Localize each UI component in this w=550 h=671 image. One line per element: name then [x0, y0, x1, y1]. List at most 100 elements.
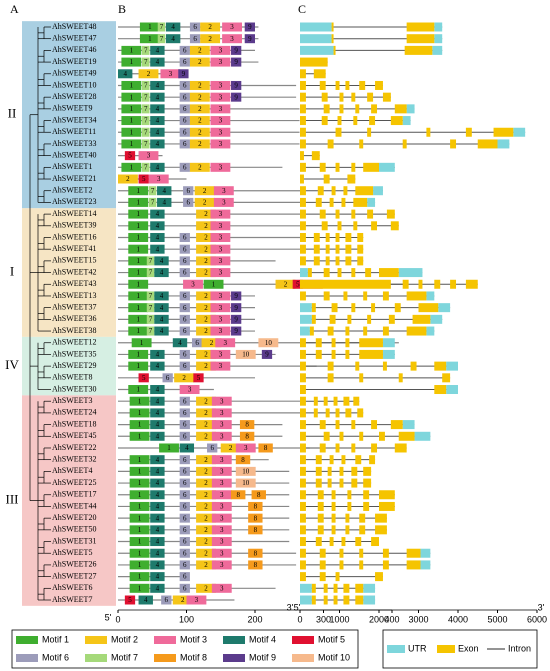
- motif-box: [128, 349, 149, 359]
- legend-label: Motif 10: [318, 652, 350, 662]
- motif-id: 4: [156, 432, 160, 440]
- motif-box: [179, 45, 190, 55]
- tick-label: 400: [384, 614, 399, 624]
- exon: [369, 116, 376, 126]
- motif-id: 4: [160, 304, 164, 312]
- exon: [382, 560, 389, 570]
- motif-id: 3: [220, 467, 224, 475]
- gene-name: AhSWEET19: [52, 57, 96, 66]
- motif-box: [183, 279, 203, 289]
- motif-id: 3: [230, 23, 234, 31]
- motif-id: 2: [204, 304, 208, 312]
- motif-id: 1: [138, 409, 142, 417]
- motif-box: [196, 303, 216, 313]
- motif-id: 2: [204, 257, 208, 265]
- motif-box: [211, 455, 232, 465]
- legend-label: Exon: [458, 643, 479, 653]
- motif-id: 5: [296, 280, 300, 288]
- exon: [300, 385, 306, 395]
- motif-id: 6: [183, 538, 187, 546]
- legend-label: Motif 1: [42, 634, 69, 644]
- motif-box: [196, 314, 216, 324]
- motif-id: 8: [245, 432, 249, 440]
- gene-name: AhSWEET12: [52, 338, 96, 347]
- motif-box: [150, 501, 165, 511]
- exon: [347, 501, 352, 511]
- exon: [355, 537, 362, 547]
- exon: [300, 408, 306, 418]
- motif-box: [129, 548, 150, 558]
- motif-id: 2: [181, 596, 185, 604]
- motif-box: [150, 431, 165, 441]
- exon: [382, 291, 389, 301]
- motif-id: 8: [254, 503, 258, 511]
- gene-name: AhSWEET21: [52, 174, 96, 183]
- exon: [331, 186, 336, 196]
- legend-swatch: [154, 654, 176, 662]
- motif-id: 6: [183, 491, 187, 499]
- motif-box: [154, 303, 169, 313]
- motif-id: 6: [183, 467, 187, 475]
- exon: [300, 92, 306, 102]
- motif-box: [196, 560, 216, 570]
- motif-box: [211, 560, 232, 570]
- motif-box: [244, 34, 255, 44]
- motif-box: [179, 455, 190, 465]
- legend-swatch: [85, 654, 107, 662]
- motif-id: 4: [156, 514, 160, 522]
- motif-id: 5: [142, 374, 146, 382]
- exon: [323, 396, 328, 406]
- motif-id: 1: [138, 503, 142, 511]
- exon: [353, 396, 360, 406]
- motif-box: [150, 385, 165, 395]
- gene-name: AhSWEET20: [52, 513, 96, 522]
- gene-name: AhSWEET44: [52, 501, 96, 510]
- exon: [351, 466, 358, 476]
- motif-id: 3: [222, 187, 226, 195]
- motif-box: [189, 45, 210, 55]
- exon: [300, 525, 306, 535]
- exon: [365, 268, 372, 278]
- motif-id: 2: [204, 327, 208, 335]
- exon: [343, 595, 350, 605]
- exon: [317, 525, 324, 535]
- gene-name: AhSWEET41: [52, 244, 96, 253]
- exon: [315, 197, 322, 207]
- motif-box: [128, 186, 149, 196]
- motif-id: 4: [156, 351, 160, 359]
- motif-box: [165, 34, 181, 44]
- motif-box: [150, 209, 165, 219]
- motif-box: [179, 513, 190, 523]
- motif-id: 4: [144, 596, 148, 604]
- exon: [337, 221, 342, 231]
- motif-box: [150, 560, 165, 570]
- motif-id: 6: [183, 421, 187, 429]
- motif-box: [172, 595, 193, 605]
- utr: [363, 583, 376, 593]
- exon: [367, 209, 374, 219]
- motif-box: [179, 92, 190, 102]
- exon: [300, 501, 306, 511]
- motif-box: [129, 560, 150, 570]
- gene-name: AhSWEET30: [52, 384, 96, 393]
- motif-id: 2: [198, 105, 202, 113]
- motif-box: [131, 338, 152, 348]
- exon: [359, 80, 366, 90]
- motif-box: [179, 349, 190, 359]
- motif-box: [121, 139, 142, 149]
- motif-id: 1: [130, 163, 134, 171]
- motif-id: 10: [242, 479, 250, 487]
- motif-box: [150, 478, 165, 488]
- motif-box: [210, 268, 231, 278]
- exon: [315, 478, 322, 488]
- exon: [311, 151, 320, 161]
- exon: [300, 139, 306, 149]
- motif-box: [118, 174, 138, 184]
- exon: [300, 455, 306, 465]
- exon: [353, 116, 358, 126]
- tick-label: 0: [115, 614, 120, 624]
- exon: [300, 127, 306, 137]
- motif-id: 4: [156, 140, 160, 148]
- utr: [426, 326, 435, 336]
- axis-end: 5': [105, 612, 112, 622]
